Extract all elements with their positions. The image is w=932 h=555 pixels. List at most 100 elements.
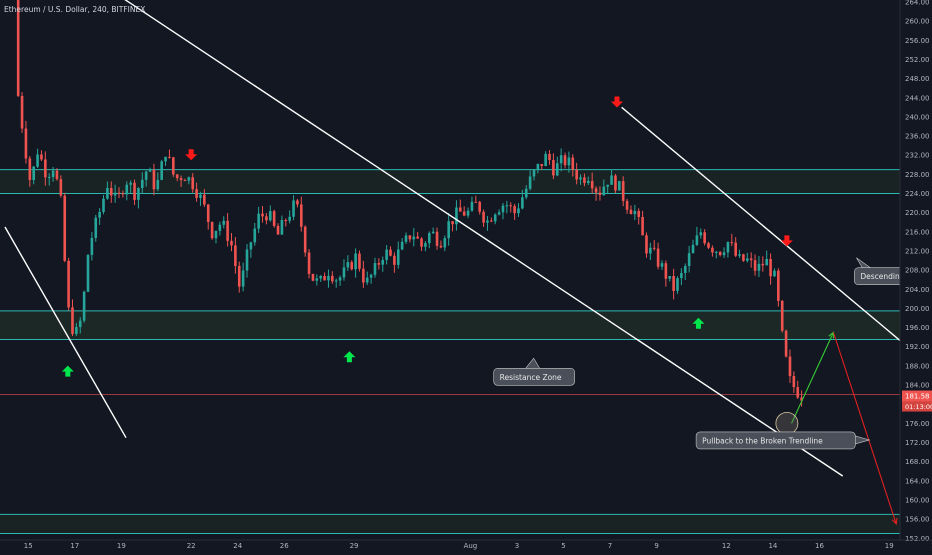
candle-body <box>276 225 280 235</box>
candle-body <box>660 263 664 267</box>
candle-body <box>179 178 183 181</box>
candle-body <box>214 230 218 239</box>
candle-body <box>183 180 187 182</box>
candle-body <box>354 253 357 270</box>
candle-body <box>346 262 350 268</box>
projection-down-arrow[interactable] <box>832 332 897 525</box>
candle-body <box>265 216 268 221</box>
candle-body <box>303 226 307 253</box>
candle-body <box>55 170 59 180</box>
price-tick-label: 260.00 <box>905 18 930 26</box>
candle-body <box>106 187 109 199</box>
price-tick-label: 192.00 <box>905 343 930 351</box>
candle-body <box>633 210 637 215</box>
candle-body <box>470 201 474 211</box>
candle-body <box>137 188 140 200</box>
projection-up-arrow[interactable] <box>791 332 834 424</box>
candle-body <box>521 197 524 209</box>
candle-body <box>753 260 757 271</box>
callout-text: Descending Trendline <box>860 272 932 281</box>
candle-body <box>788 356 792 377</box>
candle-body <box>490 220 493 222</box>
price-tick-label: 264.00 <box>905 0 930 7</box>
candle-body <box>342 267 346 278</box>
price-tick-label: 248.00 <box>905 75 930 83</box>
candle-body <box>637 210 641 217</box>
candle-body <box>594 188 598 193</box>
candle-body <box>203 194 206 205</box>
candle-body <box>517 208 520 214</box>
candle-body <box>730 242 734 244</box>
candle-body <box>296 200 299 205</box>
candle-body <box>742 254 745 261</box>
candle-body <box>711 247 714 253</box>
candle-body <box>598 192 602 196</box>
price-tick-label: 216.00 <box>905 228 930 236</box>
candle-body <box>641 216 644 236</box>
candle-body <box>656 248 660 267</box>
candle-body <box>645 235 648 254</box>
time-tick-label: 5 <box>561 542 565 550</box>
candle-body <box>257 213 260 229</box>
time-tick-label: 15 <box>24 542 33 550</box>
candle-body <box>195 189 198 198</box>
candle-body <box>478 201 482 212</box>
callout-tail <box>525 357 540 369</box>
annotation-callout[interactable]: Pullback to the Broken Trendline <box>695 431 871 450</box>
time-tick-label: 19 <box>117 542 126 550</box>
candle-body <box>319 275 322 279</box>
candle-body <box>36 154 39 167</box>
current-price-label: 181.58 <box>905 393 930 401</box>
time-tick-label: 17 <box>70 542 79 550</box>
candle-body <box>381 259 385 265</box>
callout-tail <box>856 257 871 268</box>
candle-body <box>625 200 629 210</box>
price-tick-label: 156.00 <box>905 516 930 524</box>
candle-body <box>687 253 691 266</box>
price-axis[interactable] <box>900 0 932 550</box>
candle-body <box>280 219 284 235</box>
candle-body <box>474 201 478 203</box>
candle-body <box>792 376 796 388</box>
candle-body <box>86 254 90 292</box>
upper-zone-band <box>0 169 900 194</box>
candle-body <box>583 177 586 184</box>
candle-body <box>67 260 70 308</box>
candle-body <box>369 274 373 278</box>
price-tick-label: 196.00 <box>905 324 930 332</box>
candle-body <box>365 277 369 283</box>
channel-trendline-long[interactable] <box>121 0 844 477</box>
candle-body <box>199 194 202 198</box>
candle-body <box>237 265 241 287</box>
candle-body <box>90 237 94 255</box>
annotation-callout[interactable]: Resistance Zone <box>493 357 575 386</box>
candle-body <box>20 95 24 129</box>
price-tick-label: 176.00 <box>905 420 930 428</box>
price-tick-label: 152.00 <box>905 535 930 543</box>
candle-body <box>307 252 311 274</box>
candle-body <box>152 169 156 190</box>
candle-body <box>82 291 86 321</box>
time-tick-label: 12 <box>722 542 731 550</box>
candle-body <box>439 245 443 248</box>
broken-trendline-lower[interactable] <box>4 226 127 439</box>
candle-body <box>24 128 28 159</box>
candle-body <box>451 221 454 225</box>
candle-body <box>443 238 447 248</box>
candle-body <box>148 169 152 172</box>
candle-body <box>327 275 330 281</box>
candle-body <box>672 276 675 291</box>
candle-body <box>749 258 753 261</box>
pullback-circle[interactable] <box>775 411 799 435</box>
price-tick-label: 224.00 <box>905 190 930 198</box>
price-tick-label: 208.00 <box>905 267 930 275</box>
candle-body <box>513 206 516 214</box>
candle-body <box>284 219 288 221</box>
candle-body <box>431 231 435 234</box>
price-tick-label: 172.00 <box>905 439 930 447</box>
candle-body <box>726 242 730 253</box>
candle-body <box>331 275 334 282</box>
candle-body <box>532 169 536 177</box>
